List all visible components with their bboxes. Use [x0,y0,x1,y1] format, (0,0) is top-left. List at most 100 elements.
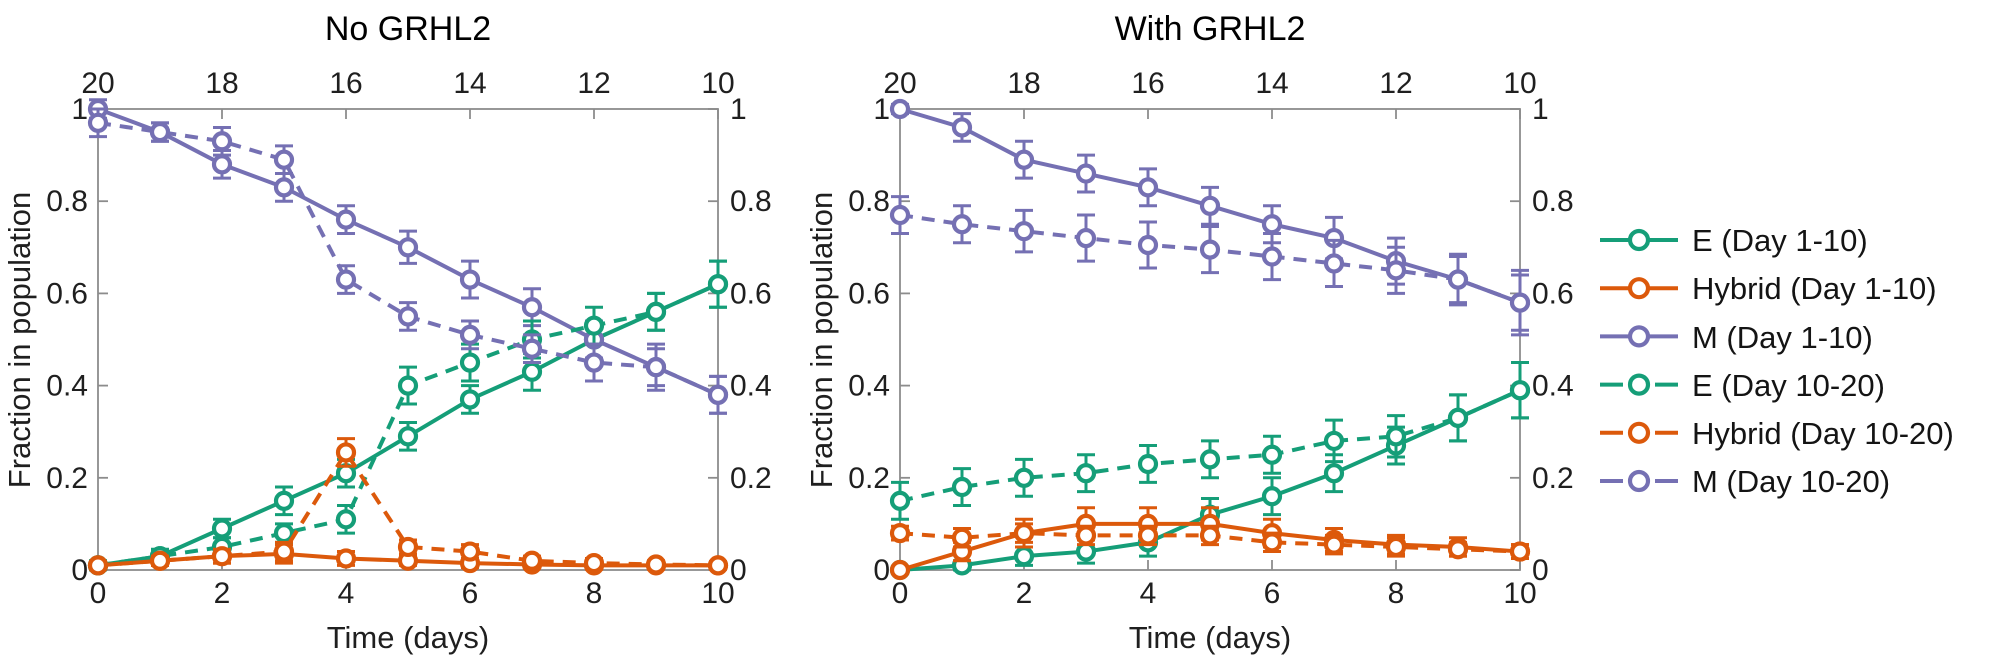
data-point-marker [583,315,605,336]
data-point-marker [1447,269,1469,290]
y-tick-label-right: 1 [730,93,747,126]
data-point-marker [1323,253,1345,274]
data-point-marker [1199,195,1221,216]
legend-marker-circle [1627,325,1651,348]
y-tick-label-right: 0.6 [730,277,772,310]
data-point-marker [707,274,729,295]
top-tick-label: 16 [1131,67,1164,100]
top-tick-label: 10 [1503,67,1536,100]
y-tick-label-right: 0.4 [730,370,772,403]
data-point-marker [1447,407,1469,428]
data-point-marker [459,389,481,410]
data-point-marker [149,550,171,571]
y-tick-label: 0 [71,554,88,587]
data-point-marker [889,559,911,581]
data-point-marker [521,550,543,571]
legend: E (Day 1-10) Hybrid (Day 1-10) M (Day 1-… [1600,223,1954,499]
data-point-marker [1261,214,1283,235]
data-point-marker [1137,234,1159,256]
data-point-marker [1447,539,1469,560]
data-point-marker [1261,444,1283,465]
x-tick-label: 8 [586,577,603,610]
legend-marker-circle [1627,228,1651,252]
data-point-marker [1261,486,1283,507]
data-point-marker [211,518,233,539]
data-point-marker [273,523,295,544]
x-tick-label: 8 [1388,577,1405,610]
x-tick-label: 4 [338,577,355,610]
y-tick-label-right: 0 [1532,554,1549,587]
data-point-marker [211,154,233,175]
data-point-marker [645,554,667,575]
y-axis-label: Fraction in population [804,192,839,488]
x-tick-label: 0 [892,577,909,610]
series-hybrid-day-10-20- [87,437,729,576]
data-point-marker [1013,221,1035,242]
y-tick-label: 1 [71,93,88,126]
data-point-marker [889,98,911,120]
y-axis-label: Fraction in population [2,192,37,488]
data-point-marker [1013,149,1035,170]
series-line [97,450,719,568]
top-tick-label: 20 [81,67,114,100]
legend-symbol-solid-line-circle [1600,277,1678,300]
data-point-marker [459,324,481,345]
series-m-day-1-10- [889,98,1531,332]
data-point-marker [1013,523,1035,544]
legend-item: E (Day 1-10) [1600,223,1868,258]
data-point-marker [583,552,605,574]
y-tick-label: 0.4 [46,370,88,403]
y-tick-label-right: 0.2 [1532,462,1574,495]
data-point-marker [951,117,973,138]
data-point-marker [1385,260,1407,281]
series-e-day-10-20- [889,361,1531,521]
data-point-marker [273,177,295,198]
top-tick-label: 12 [1379,67,1412,100]
data-point-marker [211,546,233,567]
chart-with-grhl2: With GRHL2 Time (days) Fraction in popul… [804,10,1574,655]
y-tick-label: 0 [873,554,890,587]
data-point-marker [397,426,419,447]
data-point-marker [889,490,911,511]
legend-item: E (Day 10-20) [1600,368,1885,403]
data-point-marker [211,131,233,152]
x-tick-label: 2 [1016,577,1033,610]
data-point-marker [1075,163,1097,184]
legend-marker-circle [1627,373,1651,396]
data-point-marker [1075,463,1097,484]
data-point-marker [1261,246,1283,267]
plot-frame [899,108,1521,571]
top-tick-label: 16 [329,67,362,100]
y-tick-label: 0.2 [46,462,88,495]
series-hybrid-day-10-20- [889,522,1531,562]
legend-item: Hybrid (Day 10-20) [1600,416,1954,451]
legend-item-label: E (Day 10-20) [1692,368,1885,403]
y-tick-label: 1 [873,93,890,126]
data-point-marker [273,149,295,170]
data-point-marker [521,297,543,318]
data-point-marker [645,301,667,322]
y-tick-label: 0.8 [848,185,890,218]
data-point-marker [397,237,419,258]
x-tick-label: 10 [701,577,734,610]
data-point-marker [1323,463,1345,484]
legend-item-label: M (Day 1-10) [1692,320,1873,355]
data-point-marker [645,357,667,378]
y-tick-label: 0.8 [46,185,88,218]
x-tick-label: 6 [1264,577,1281,610]
data-point-marker [1261,532,1283,553]
legend-item-label: M (Day 10-20) [1692,464,1890,499]
data-point-marker [1075,525,1097,546]
data-point-marker [397,536,419,558]
y-tick-label-right: 0.4 [1532,370,1574,403]
data-point-marker [397,375,419,396]
data-point-marker [1385,426,1407,447]
y-tick-label-right: 0.8 [730,185,772,218]
data-point-marker [335,269,357,290]
data-point-marker [1323,534,1345,555]
top-tick-label: 18 [1007,67,1040,100]
data-point-marker [1385,536,1407,558]
data-point-marker [459,269,481,290]
series-m-day-10-20- [87,107,729,415]
